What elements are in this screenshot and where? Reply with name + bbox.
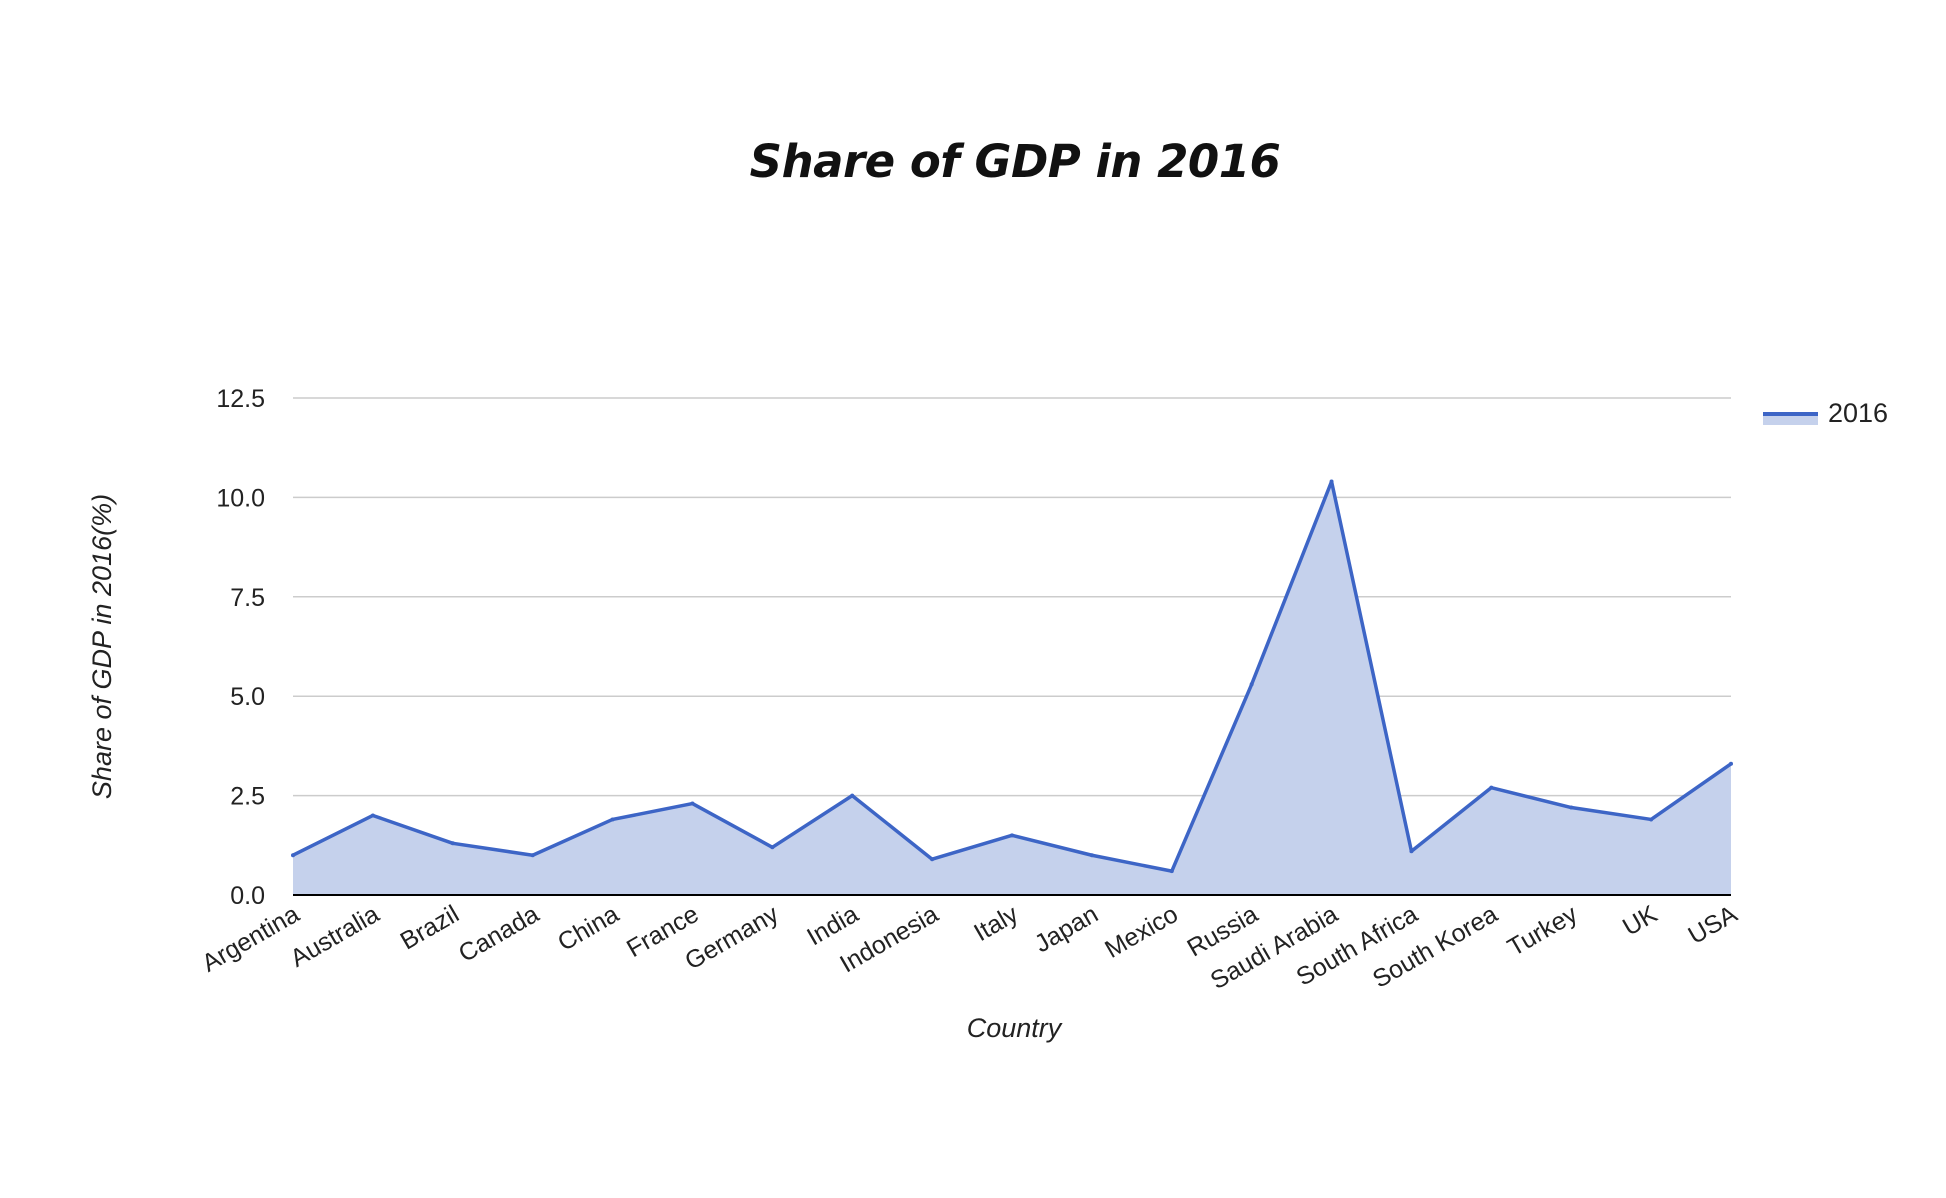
data-point — [1489, 785, 1494, 790]
data-point — [690, 801, 695, 806]
series-area — [293, 481, 1731, 895]
data-point — [530, 853, 535, 858]
y-tick-label: 2.5 — [230, 783, 265, 811]
data-point — [1249, 682, 1254, 687]
data-point — [1569, 805, 1574, 810]
data-point — [291, 853, 295, 858]
x-tick-label: Mexico — [1100, 900, 1183, 964]
y-axis-title: Share of GDP in 2016(%) — [87, 494, 117, 799]
data-point — [1089, 853, 1094, 858]
legend-label: 2016 — [1828, 398, 1888, 428]
y-tick-label: 5.0 — [230, 683, 265, 711]
x-tick-label: Australia — [286, 900, 384, 973]
x-axis-title: Country — [967, 1013, 1063, 1043]
x-tick-label: Turkey — [1503, 900, 1583, 962]
x-tick-label: UK — [1618, 900, 1662, 942]
x-tick-label: Japan — [1030, 900, 1103, 958]
x-tick-label: Canada — [454, 900, 544, 968]
y-tick-label: 0.0 — [230, 882, 265, 910]
x-tick-label: Argentina — [197, 900, 304, 978]
data-point — [610, 817, 615, 822]
y-tick-label: 12.5 — [216, 385, 265, 413]
data-point — [1010, 833, 1014, 838]
data-point — [450, 841, 455, 846]
data-point — [850, 793, 855, 798]
y-tick-label: 7.5 — [230, 584, 265, 612]
x-tick-label: China — [553, 900, 624, 957]
y-tick-label: 10.0 — [216, 484, 265, 512]
data-point — [1169, 869, 1174, 874]
data-point — [1729, 761, 1733, 766]
data-point — [1649, 817, 1654, 822]
data-point — [930, 857, 935, 862]
x-tick-label: Italy — [969, 900, 1023, 947]
data-point — [370, 813, 375, 818]
x-tick-label: USA — [1683, 900, 1742, 950]
chart-title: Share of GDP in 2016 — [749, 135, 1281, 188]
x-tick-label: Brazil — [396, 900, 464, 956]
data-point — [1409, 849, 1414, 854]
data-point — [770, 845, 775, 850]
data-point — [1329, 479, 1334, 484]
